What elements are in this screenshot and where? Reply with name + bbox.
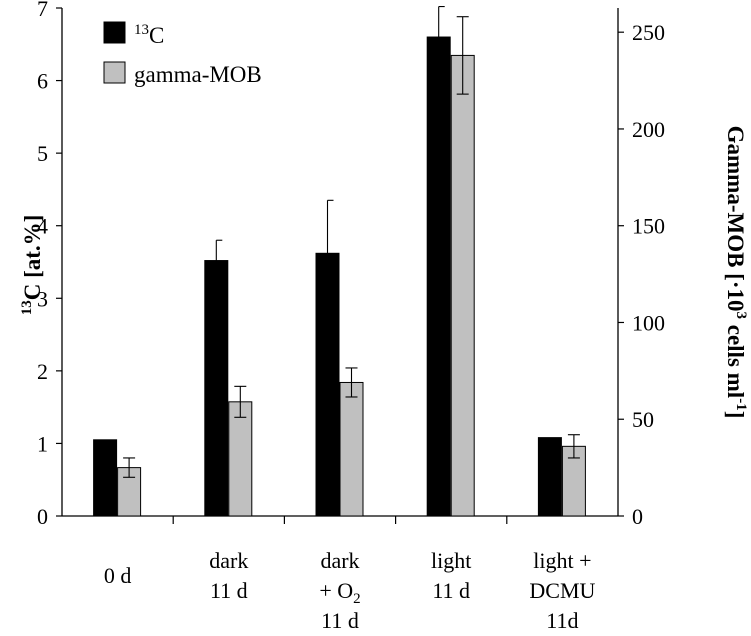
legend-swatch-13c xyxy=(103,21,126,44)
bar-gamma-mob xyxy=(450,54,475,517)
bar-13c xyxy=(315,252,340,517)
left-tick-label: 5 xyxy=(37,141,48,166)
right-tick-label: 150 xyxy=(632,214,665,239)
category-label: dark + O2 11 d xyxy=(319,548,360,633)
left-tick-label: 1 xyxy=(37,431,48,456)
right-tick-label: 200 xyxy=(632,117,665,142)
left-tick-label: 6 xyxy=(37,69,48,94)
category-label: light 11 d xyxy=(431,548,471,603)
right-axis-label: Gamma-MOB [·103 cells ml-1] xyxy=(723,126,749,419)
legend: 13C gamma-MOB xyxy=(103,21,262,87)
bar-13c xyxy=(93,439,118,517)
left-tick-label: 0 xyxy=(37,504,48,529)
bar-gamma-mob xyxy=(228,401,253,517)
bar-13c xyxy=(426,36,451,517)
right-tick-label: 50 xyxy=(632,407,654,432)
left-axis-label: 13C [at.%] xyxy=(19,215,45,316)
category-label: light + DCMU 11d xyxy=(529,548,595,633)
left-tick-label: 7 xyxy=(37,0,48,21)
left-tick-label: 2 xyxy=(37,359,48,384)
legend-label-gamma-mob: gamma-MOB xyxy=(134,62,262,87)
right-tick-label: 0 xyxy=(632,504,643,529)
bar-13c xyxy=(537,437,562,517)
bar-gamma-mob xyxy=(339,381,364,517)
left-tick-label: 4 xyxy=(37,214,48,239)
category-label: dark 11 d xyxy=(209,548,248,603)
legend-label-13c: 13C xyxy=(134,22,164,48)
right-tick-label: 100 xyxy=(632,310,665,335)
legend-swatch-gamma-mob xyxy=(103,61,126,84)
bar-13c xyxy=(204,260,229,517)
left-tick-label: 3 xyxy=(37,286,48,311)
right-tick-label: 250 xyxy=(632,20,665,45)
category-label: 0 d xyxy=(104,563,132,588)
